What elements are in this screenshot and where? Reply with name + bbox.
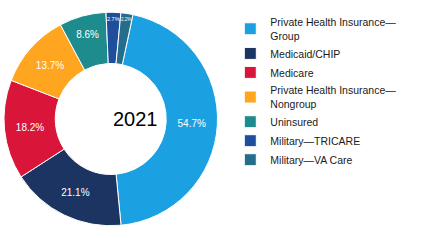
svg-text:Medicaid/CHIP: Medicaid/CHIP <box>270 47 340 59</box>
svg-text:Military—VA Care: Military—VA Care <box>270 154 352 166</box>
svg-text:Military—TRICARE: Military—TRICARE <box>270 135 360 147</box>
svg-text:Private Health Insurance—Group: Private Health Insurance—Group <box>270 16 396 42</box>
svg-text:13.7%: 13.7% <box>36 60 64 71</box>
svg-text:2.7%: 2.7% <box>107 16 120 22</box>
svg-text:54.7%: 54.7% <box>178 118 206 129</box>
svg-text:21.1%: 21.1% <box>61 187 89 198</box>
svg-text:8.6%: 8.6% <box>76 29 99 40</box>
svg-text:2021: 2021 <box>113 108 158 130</box>
svg-text:Medicare: Medicare <box>270 66 313 78</box>
svg-text:2.2%: 2.2% <box>121 17 131 22</box>
svg-text:Private Health Insurance—Nongr: Private Health Insurance—Nongroup <box>270 84 396 110</box>
svg-text:18.2%: 18.2% <box>16 122 44 133</box>
svg-text:Uninsured: Uninsured <box>270 116 318 128</box>
